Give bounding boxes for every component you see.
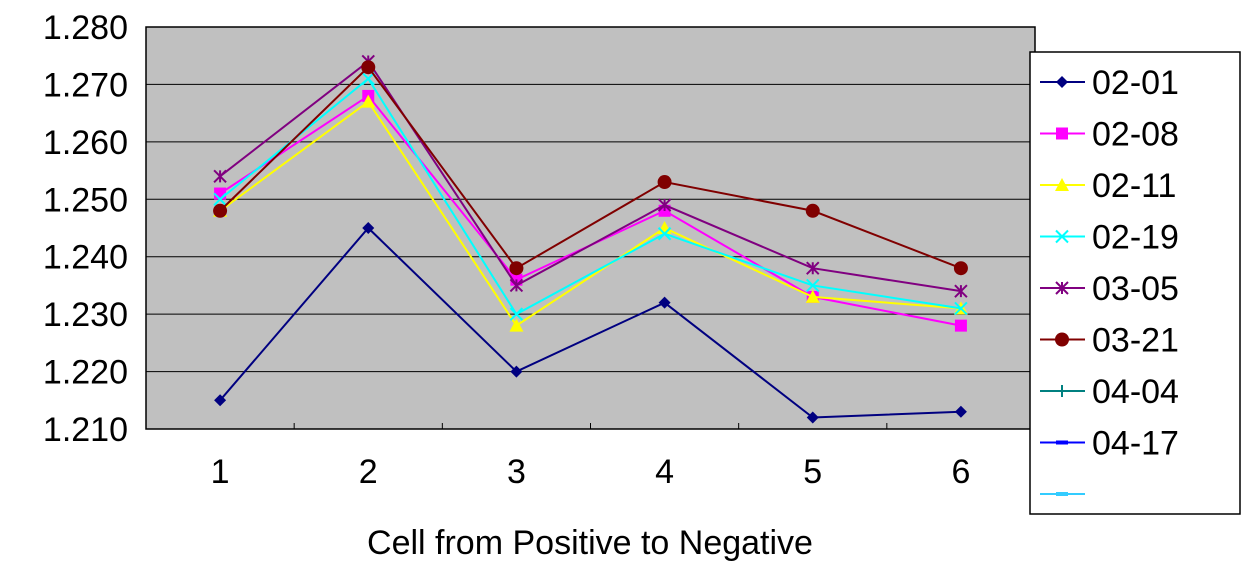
y-tick-label: 1.250 (43, 181, 128, 219)
data-point (214, 394, 227, 407)
y-tick-label: 1.280 (43, 9, 128, 47)
y-tick-label: 1.230 (43, 296, 128, 334)
x-axis-title: Cell from Positive to Negative (367, 524, 813, 561)
legend-entry: 02-08 (1040, 116, 1179, 154)
data-point (362, 222, 375, 234)
data-point (805, 203, 820, 218)
series-02-19 (213, 71, 968, 321)
data-point (361, 94, 376, 108)
data-point (806, 261, 820, 275)
series-line (219, 77, 962, 316)
x-tick-label: 4 (655, 453, 674, 491)
data-point (954, 405, 967, 418)
legend-entry (1040, 492, 1085, 496)
y-axis: 1.210 1.220 1.230 1.240 1.250 1.260 1.270 1.280 (43, 9, 128, 449)
data-point (657, 227, 672, 241)
legend-label: 03-21 (1092, 322, 1179, 360)
legend-label: 04-17 (1092, 425, 1179, 463)
legend-label: 03-05 (1092, 270, 1179, 308)
series-line (219, 226, 961, 419)
series-line (219, 65, 962, 270)
legend-marker (1055, 281, 1069, 295)
data-point (213, 169, 227, 184)
data-point (361, 60, 376, 75)
legend-label: 04-04 (1092, 373, 1179, 411)
y-tick-label: 1.220 (43, 354, 128, 392)
legend-marker (1056, 385, 1068, 397)
legend-entry: 02-19 (1040, 219, 1179, 257)
data-point (805, 289, 820, 303)
legend-marker (1056, 492, 1068, 496)
legend-label: 02-19 (1092, 219, 1179, 257)
x-tick-label: 5 (803, 453, 822, 491)
series-03-21 (213, 60, 968, 276)
data-point (954, 284, 968, 298)
x-axis: 1 2 3 4 5 6 (211, 423, 970, 491)
legend-entry: 04-17 (1040, 425, 1179, 463)
legend-label: 02-08 (1092, 116, 1179, 154)
data-point (806, 278, 820, 293)
legend-entry: 04-04 (1040, 373, 1179, 411)
data-point (213, 203, 228, 218)
legend-marker (1055, 178, 1069, 191)
legend-marker (1056, 127, 1068, 140)
legend-label: 02-01 (1092, 64, 1179, 102)
data-point (954, 301, 968, 316)
x-tick-label: 3 (507, 453, 526, 491)
data-point (361, 71, 375, 86)
y-tick-label: 1.260 (43, 124, 128, 162)
x-tick-label: 1 (211, 453, 230, 491)
series-02-01 (214, 222, 967, 424)
data-point (214, 187, 227, 200)
data-point (953, 261, 968, 276)
legend: 02-01 02-08 02-11 02-19 03-05 03-21 04-04 04-17 (1029, 51, 1241, 515)
data-point (658, 296, 671, 309)
data-point (806, 411, 819, 424)
legend-marker (1055, 229, 1069, 244)
x-tick-label: 2 (359, 453, 378, 491)
y-tick-label: 1.210 (43, 411, 128, 449)
plot-area (145, 26, 1036, 430)
y-tick-label: 1.270 (43, 66, 128, 104)
legend-entry: 02-11 (1040, 167, 1176, 205)
data-point (509, 318, 524, 332)
legend-marker (1056, 440, 1068, 445)
x-tick-label: 6 (951, 453, 970, 491)
legend-entry: 02-01 (1040, 64, 1179, 102)
legend-marker (1055, 332, 1069, 347)
data-point (657, 198, 672, 212)
series-line (219, 100, 961, 328)
legend-marker (1056, 76, 1068, 88)
legend-entry: 03-05 (1040, 270, 1179, 308)
data-point (657, 175, 672, 190)
data-point (509, 307, 524, 321)
series-line (219, 60, 962, 293)
data-point (510, 365, 523, 378)
y-tick-label: 1.240 (43, 239, 128, 277)
data-point (213, 192, 227, 206)
data-point (509, 261, 524, 276)
data-point (954, 319, 967, 332)
data-point (509, 278, 524, 293)
series-group (213, 54, 968, 424)
legend-entry: 03-21 (1040, 322, 1179, 360)
legend-label: 02-11 (1092, 167, 1176, 205)
